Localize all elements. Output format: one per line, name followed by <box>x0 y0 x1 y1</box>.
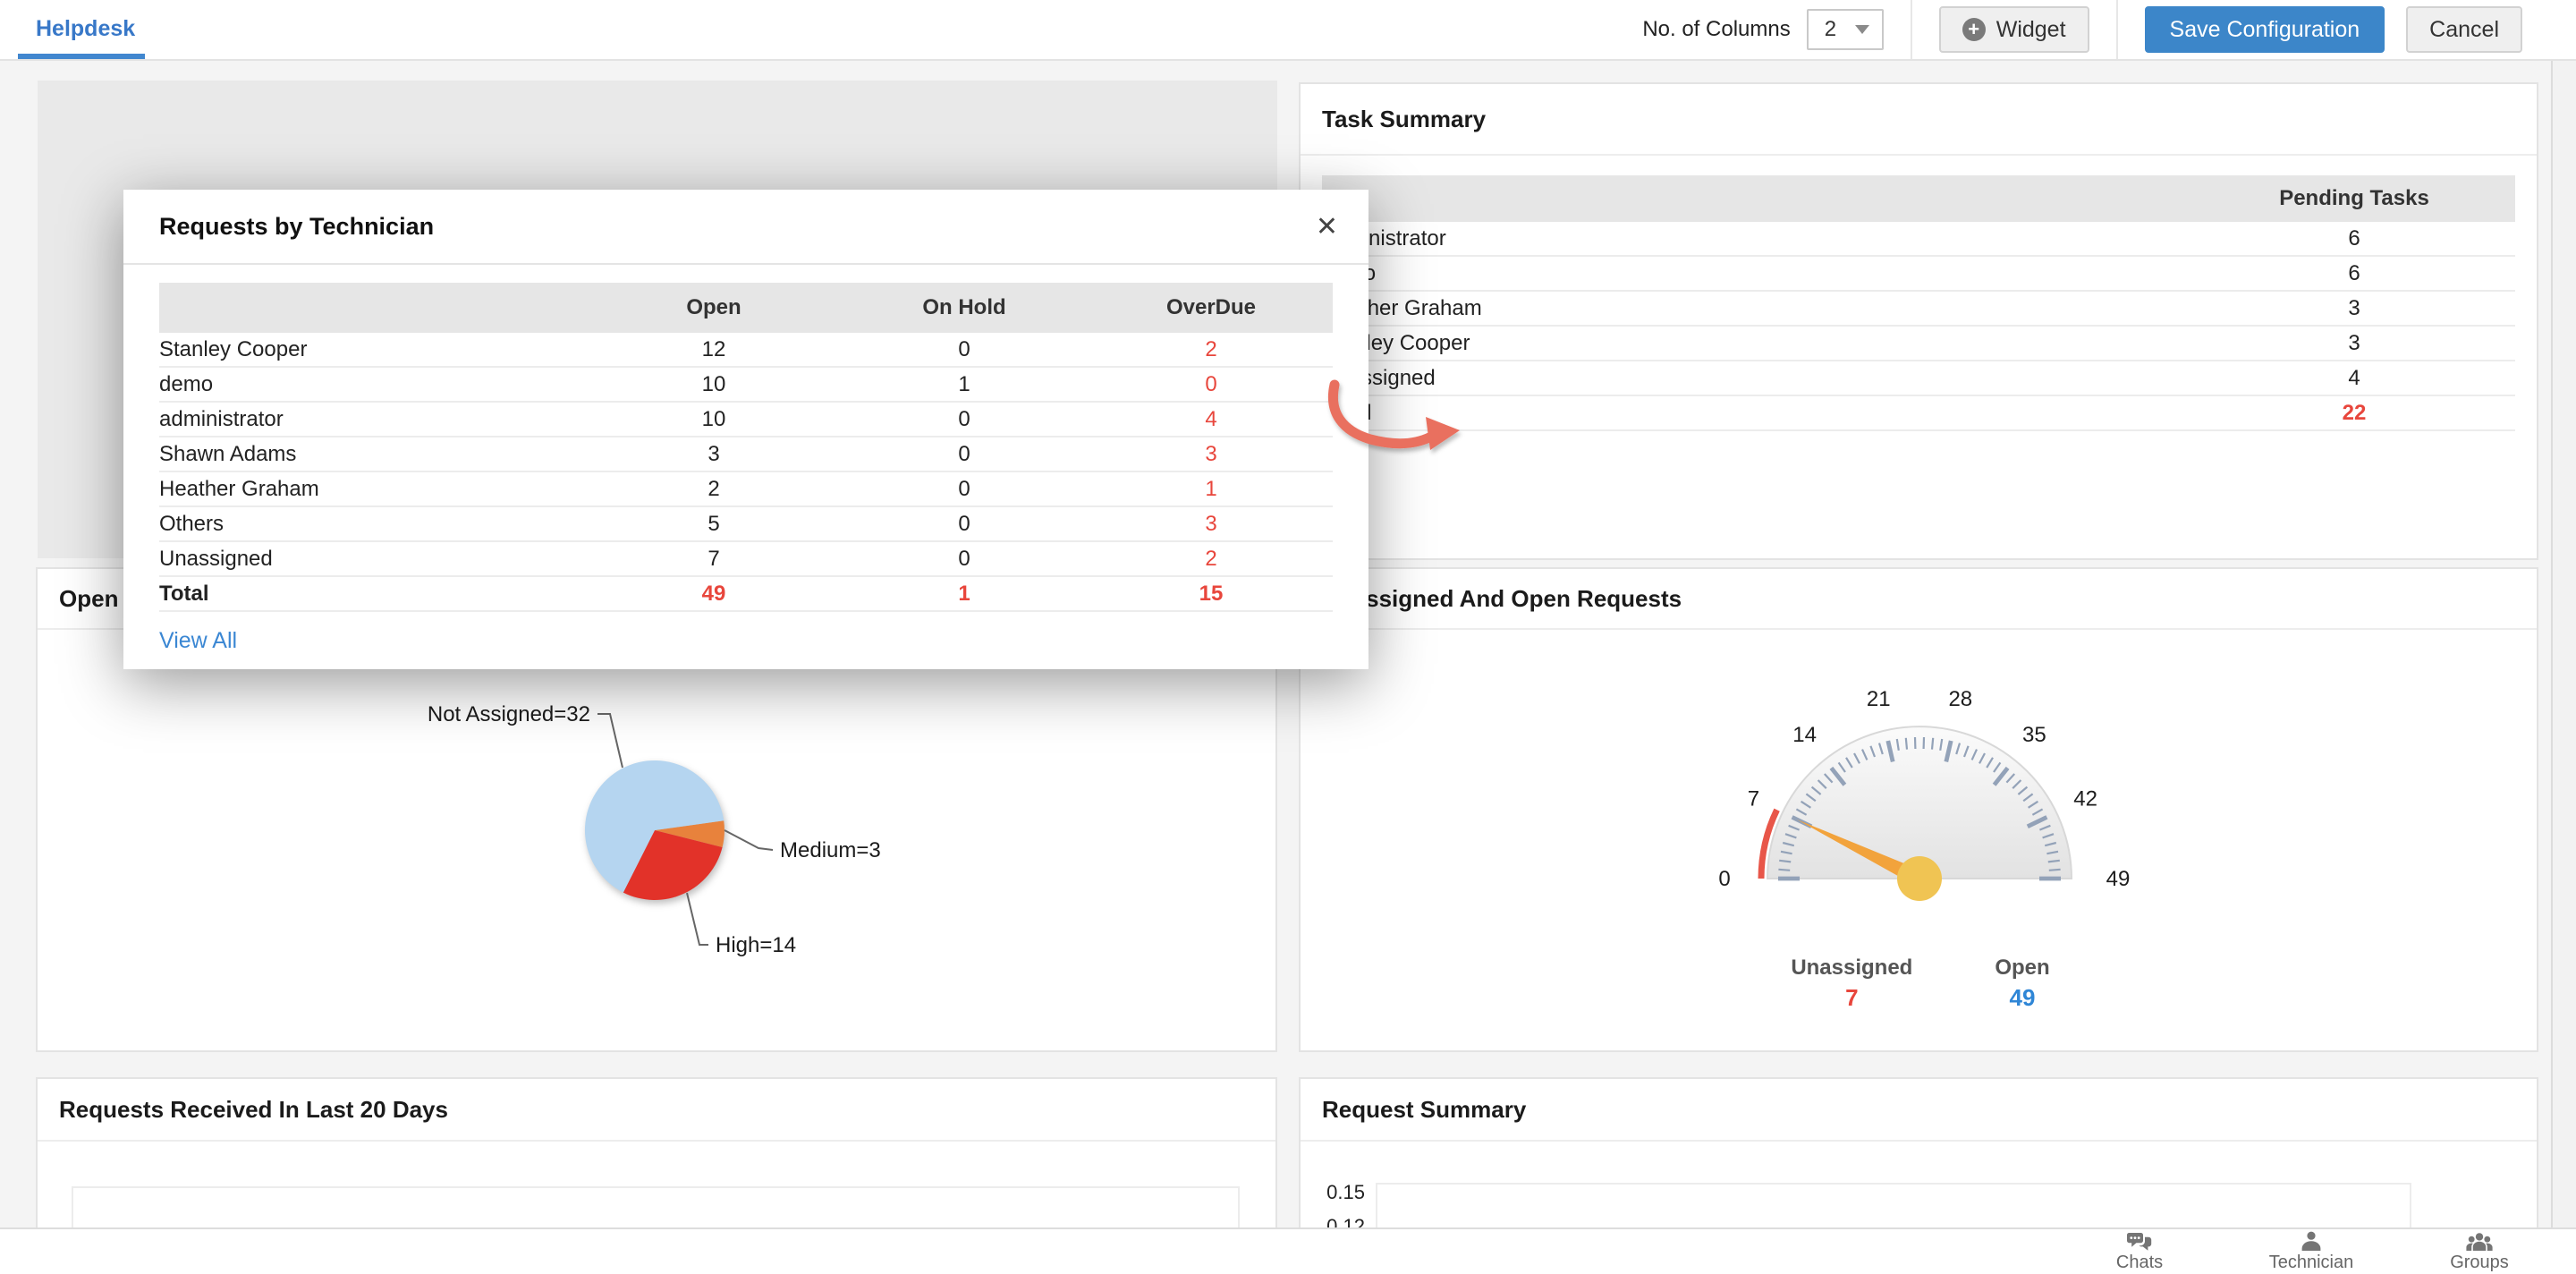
gauge-legend-unassigned: Unassigned 7 <box>1791 956 1912 1012</box>
top-controls: No. of Columns 2 + Widget Save Configura… <box>1642 0 2522 59</box>
svg-text:49: 49 <box>2106 867 2131 891</box>
modal-table-header: Open On Hold OverDue <box>159 283 1333 333</box>
open-value: 49 <box>2009 984 2036 1011</box>
task-summary-row: Unassigned 4 <box>1322 361 2515 396</box>
widget-button-label: Widget <box>1996 16 2066 42</box>
svg-text:Medium=3: Medium=3 <box>780 838 881 862</box>
open-label: Open <box>1995 956 2050 980</box>
save-configuration-button[interactable]: Save Configuration <box>2144 6 2385 53</box>
svg-text:42: 42 <box>2073 787 2097 811</box>
technician-row: demo 10 1 0 <box>159 368 1333 403</box>
cancel-button[interactable]: Cancel <box>2406 6 2522 53</box>
technician-icon <box>2301 1231 2321 1251</box>
reqsum-panel-title: Request Summary <box>1301 1079 2537 1142</box>
columns-select[interactable]: 2 <box>1806 9 1884 50</box>
divider <box>2115 0 2118 59</box>
divider <box>1910 0 1912 59</box>
task-summary-title: Task Summary <box>1301 84 2537 156</box>
columns-label: No. of Columns <box>1642 17 1791 41</box>
technician-row: Heather Graham 2 0 1 <box>159 472 1333 507</box>
plus-icon: + <box>1962 18 1986 41</box>
last20-panel-title: Requests Received In Last 20 Days <box>38 1079 1275 1142</box>
svg-text:0: 0 <box>1718 867 1730 891</box>
col-open: Open <box>686 295 741 319</box>
svg-text:28: 28 <box>1948 687 1972 711</box>
y-axis-tick-015: 0.15 <box>1326 1181 1365 1203</box>
col-on-hold: On Hold <box>922 295 1006 319</box>
columns-value: 2 <box>1824 17 1837 41</box>
priority-pie-chart: Not Assigned=32 Medium=3 High=14 <box>428 702 881 957</box>
scrollbar-gutter[interactable] <box>2551 61 2576 1274</box>
gauge-legend: Unassigned 7 Open 49 <box>1301 956 2540 1012</box>
task-summary-total-row: Total22 <box>1322 396 2515 431</box>
dock-item-technician[interactable]: Technician <box>2231 1231 2392 1273</box>
gauge-chart: 0 7 14 21 28 35 42 49 <box>1718 687 2131 901</box>
modal-table: Open On Hold OverDue Stanley Cooper 12 0 2 d… <box>123 265 1368 612</box>
chevron-down-icon <box>1854 25 1869 34</box>
dock-label-technician: Technician <box>2268 1253 2354 1272</box>
task-summary-row: Stanley Cooper 3 <box>1322 327 2515 361</box>
top-bar: Helpdesk No. of Columns 2 + Widget Save … <box>0 0 2576 61</box>
col-overdue: OverDue <box>1165 295 1257 319</box>
requests-by-technician-modal: Requests by Technician ✕ Open On Hold Ov… <box>123 190 1368 669</box>
unassigned-label: Unassigned <box>1791 956 1913 980</box>
svg-text:High=14: High=14 <box>716 933 796 957</box>
view-all-link[interactable]: View All <box>159 628 238 653</box>
tab-active-underline <box>18 54 145 59</box>
unassigned-open-gauge-panel: Unassigned And Open Requests 0 7 14 21 28 35 4… <box>1299 567 2538 1052</box>
modal-header: Requests by Technician ✕ <box>123 190 1368 263</box>
dock-item-chats[interactable]: Chats <box>2059 1231 2220 1273</box>
gauge-panel-title: Unassigned And Open Requests <box>1301 569 2537 630</box>
add-widget-button[interactable]: + Widget <box>1938 6 2089 53</box>
groups-icon <box>2466 1233 2493 1251</box>
task-summary-table: Pending Tasks administrator6demo6Heather… <box>1322 175 2515 431</box>
bottom-dock: Chats Technician Groups <box>0 1227 2576 1274</box>
chats-icon <box>2127 1233 2152 1251</box>
technician-total-row: Total 49 1 15 <box>159 577 1333 612</box>
task-summary-header: Pending Tasks <box>1322 175 2515 222</box>
technician-row: administrator 10 0 4 <box>159 403 1333 437</box>
dock-label-groups: Groups <box>2450 1253 2509 1272</box>
task-summary-row: administrator 6 <box>1322 222 2515 257</box>
close-icon[interactable]: ✕ <box>1315 211 1338 242</box>
tab-helpdesk[interactable]: Helpdesk <box>36 16 136 41</box>
pending-tasks-column-header: Pending Tasks <box>2279 186 2429 210</box>
modal-divider <box>123 263 1368 265</box>
task-summary-row: demo6 <box>1322 257 2515 292</box>
task-summary-row: Heather Graham 3 <box>1322 292 2515 327</box>
svg-text:7: 7 <box>1748 787 1759 811</box>
technician-row: Others 5 0 3 <box>159 507 1333 542</box>
technician-row: Shawn Adams 3 0 3 <box>159 437 1333 472</box>
technician-row: Unassigned 7 0 2 <box>159 542 1333 577</box>
svg-text:21: 21 <box>1867 687 1891 711</box>
gauge-legend-open: Open 49 <box>1995 956 2049 1012</box>
dock-label-chats: Chats <box>2115 1253 2164 1272</box>
svg-text:35: 35 <box>2022 723 2046 747</box>
technician-row: Stanley Cooper 12 0 2 <box>159 333 1333 368</box>
modal-title: Requests by Technician <box>159 212 435 240</box>
unassigned-value: 7 <box>1845 984 1859 1011</box>
dock-item-groups[interactable]: Groups <box>2399 1231 2560 1273</box>
task-summary-panel: Task Summary Pending Tasks administrator… <box>1299 82 2538 560</box>
svg-text:Not Assigned=32: Not Assigned=32 <box>428 702 590 726</box>
svg-text:14: 14 <box>1792 723 1817 747</box>
